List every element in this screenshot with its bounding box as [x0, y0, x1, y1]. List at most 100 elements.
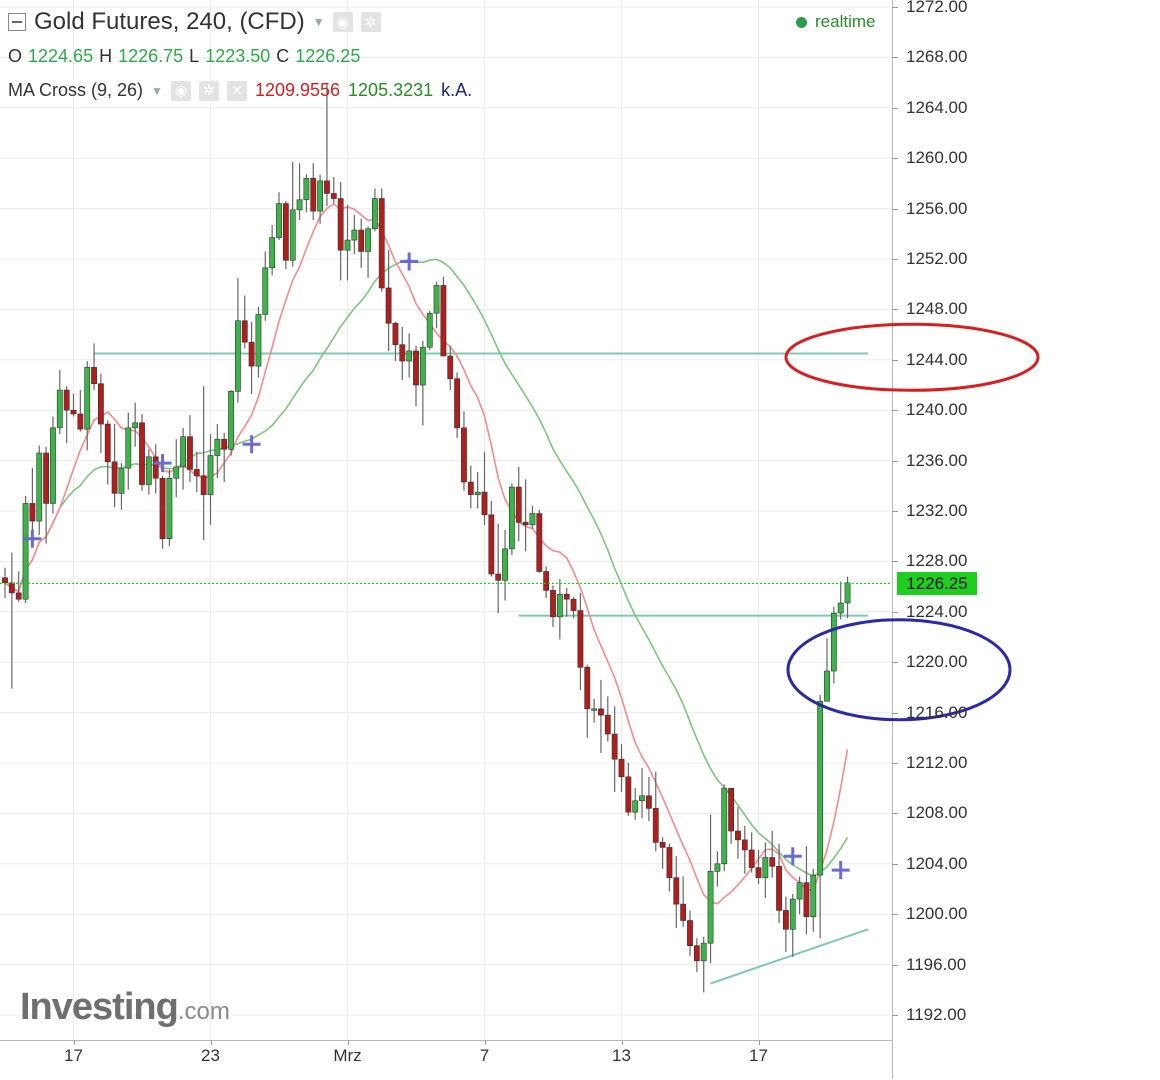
- candle: [378, 188, 385, 292]
- candle-body: [399, 344, 406, 362]
- low-label: L: [189, 46, 200, 66]
- candle-body: [200, 475, 207, 495]
- price-axis[interactable]: [892, 0, 979, 1079]
- candle-body: [536, 513, 543, 572]
- y-tick-label: 1264.00: [906, 97, 968, 117]
- candle: [563, 587, 570, 617]
- candle-body: [830, 612, 837, 672]
- realtime-label: realtime: [815, 12, 876, 31]
- y-tick-label: 1248.00: [906, 299, 968, 319]
- open-value: 1224.65: [28, 46, 94, 66]
- candle: [98, 373, 104, 454]
- ma-slow-line: [4, 258, 849, 877]
- candle: [365, 226, 371, 278]
- candle: [693, 938, 700, 973]
- candle-body: [385, 287, 392, 324]
- candle-body: [77, 413, 84, 430]
- candle: [15, 571, 22, 602]
- candle: [735, 807, 741, 859]
- candle: [214, 424, 221, 479]
- y-tick-mark: [892, 813, 898, 815]
- candle: [611, 706, 618, 792]
- candle: [495, 523, 502, 614]
- gear-icon[interactable]: ✲: [360, 12, 381, 32]
- candle-body: [139, 422, 145, 485]
- candle-body: [426, 312, 433, 348]
- candle: [77, 390, 84, 432]
- candle: [721, 784, 728, 872]
- candle-body: [440, 285, 447, 357]
- indicator-value-1: 1209.9556: [254, 80, 341, 100]
- candle-body: [337, 198, 344, 251]
- x-tick-label: Mrz: [333, 1046, 362, 1065]
- ohlc-legend: O 1224.65 H 1226.75 L 1223.50 C 1226.25: [8, 46, 360, 67]
- candle-body: [598, 708, 604, 716]
- candle: [741, 826, 748, 874]
- y-tick-label: 1268.00: [906, 47, 968, 67]
- cross-marker: [23, 529, 42, 548]
- chevron-down-icon[interactable]: ▼: [312, 15, 325, 29]
- y-tick-label: 1212.00: [906, 753, 968, 772]
- eye-icon[interactable]: ◉: [332, 12, 353, 32]
- candle: [351, 214, 358, 254]
- gear-icon[interactable]: ✲: [198, 80, 219, 101]
- indicator-value-2: 1205.3231: [348, 80, 434, 100]
- candle: [515, 466, 522, 542]
- y-tick-mark: [892, 410, 898, 412]
- candle: [488, 500, 495, 577]
- candle-body: [235, 320, 241, 392]
- candle: [118, 463, 125, 510]
- candle-body: [111, 461, 118, 494]
- candle: [536, 509, 543, 573]
- candle: [584, 664, 591, 738]
- candle: [556, 579, 563, 640]
- candle: [241, 295, 248, 349]
- y-tick-label: 1224.00: [906, 601, 968, 621]
- investing-logo: Investing.com: [20, 986, 230, 1029]
- y-tick-mark: [892, 763, 898, 764]
- candle: [652, 771, 659, 852]
- y-tick-mark: [892, 208, 898, 210]
- candle: [207, 434, 214, 525]
- price-chart[interactable]: [0, 0, 892, 1040]
- candle: [91, 343, 97, 391]
- time-axis[interactable]: [0, 1040, 892, 1080]
- candle: [687, 910, 693, 956]
- candle: [550, 585, 556, 627]
- y-tick-mark: [892, 158, 898, 160]
- candle: [22, 495, 29, 603]
- candle-body: [461, 427, 467, 483]
- last-price-tag: 1226.25: [897, 571, 977, 595]
- chevron-down-icon[interactable]: ▼: [151, 83, 163, 98]
- candle: [173, 439, 180, 498]
- candle: [406, 333, 413, 378]
- candle-body: [98, 383, 104, 425]
- x-tick-mark: [758, 1040, 760, 1045]
- chart-area[interactable]: Gold Futures, 240, (CFD) ▼ ◉ ✲ O 1224.65…: [0, 0, 892, 1040]
- candle: [632, 788, 639, 820]
- close-icon[interactable]: ✕: [226, 80, 247, 101]
- candle-body: [584, 666, 591, 710]
- candle-body: [166, 477, 173, 540]
- candle-body: [145, 456, 152, 485]
- candle: [344, 204, 351, 281]
- collapse-icon[interactable]: [8, 13, 26, 31]
- candle: [844, 576, 851, 619]
- candle: [2, 567, 8, 598]
- candle-body: [248, 341, 255, 367]
- candle-body: [481, 491, 488, 516]
- candle: [618, 744, 625, 792]
- candle-body: [707, 871, 714, 944]
- y-tick-mark: [892, 561, 898, 563]
- candle: [282, 201, 289, 270]
- candle-body: [687, 920, 693, 947]
- candle: [289, 161, 296, 267]
- eye-icon[interactable]: ◉: [170, 80, 191, 101]
- x-tick-mark: [621, 1040, 623, 1045]
- candle-body: [56, 389, 63, 429]
- candle: [461, 411, 467, 491]
- candle-body: [132, 422, 139, 429]
- candle: [529, 505, 536, 529]
- candle: [63, 386, 70, 443]
- y-tick-mark: [892, 662, 898, 664]
